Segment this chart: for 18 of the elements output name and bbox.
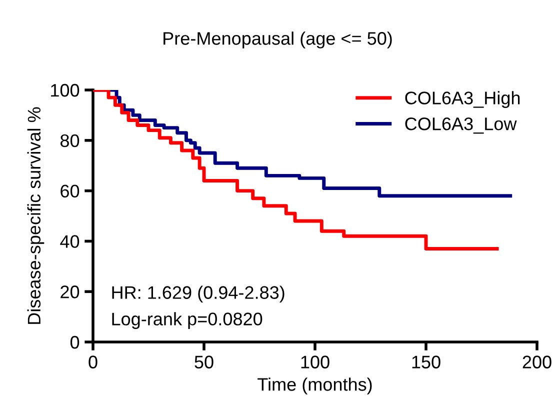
x-tick-label: 0 [88,356,98,368]
x-tick-label: 100 [301,356,330,368]
legend-label: COL6A3_High [405,91,520,108]
y-tick-label: 60 [60,184,80,198]
x-axis-title: Time (months) [258,378,372,394]
y-tick-label: 40 [60,235,80,248]
y-axis-title: Disease-specific survival % [27,107,44,324]
y-tick-label: 0 [70,336,80,349]
x-tick-label: 150 [412,356,440,368]
x-tick-label: 50 [194,356,214,368]
y-tick-label: 20 [60,286,80,298]
y-tick-label: 80 [60,134,80,148]
y-tick-label: 100 [51,84,80,97]
annotation: Log-rank p=0.0820 [112,312,262,329]
legend-label: COL6A3_Low [405,117,517,134]
chart-title: Pre-Menopausal (age <= 50) [164,32,392,48]
x-tick-label: 200 [522,356,552,368]
annotation: HR: 1.629 (0.94-2.83) [112,286,284,303]
